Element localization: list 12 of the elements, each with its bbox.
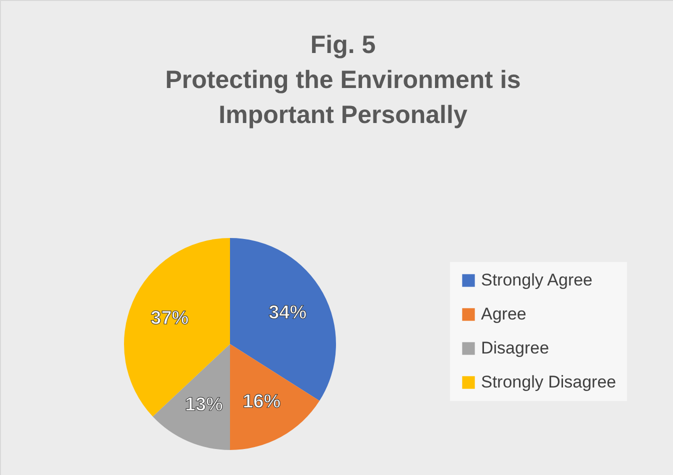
legend-label: Strongly Disagree xyxy=(481,372,616,392)
data-label: 37% xyxy=(150,308,189,329)
chart-title: Fig. 5 Protecting the Environment is Important Personally xyxy=(165,31,521,129)
data-label: 13% xyxy=(184,394,224,416)
pie-slice xyxy=(230,344,320,450)
legend-label: Disagree xyxy=(481,338,550,358)
data-label: 16% xyxy=(242,392,281,413)
legend-label: Strongly Agree xyxy=(481,270,593,290)
legend-label: Agree xyxy=(481,304,526,324)
data-label: 34% xyxy=(268,302,307,324)
pie-slice xyxy=(152,344,230,450)
pie-slice xyxy=(124,238,230,417)
